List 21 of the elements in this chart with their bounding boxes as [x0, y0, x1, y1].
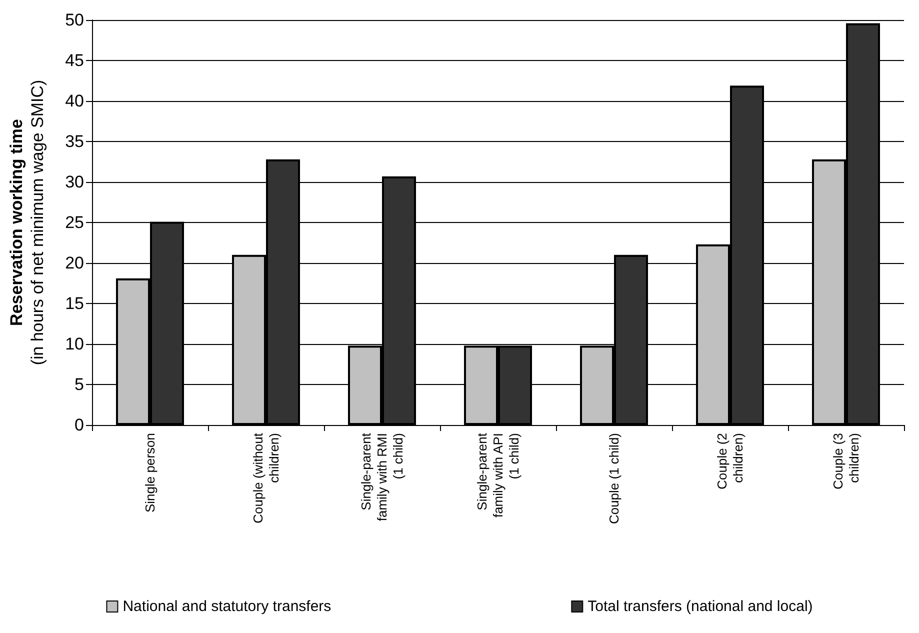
legend-label: Total transfers (national and local): [588, 598, 813, 615]
x-tick-label: Single person: [142, 433, 158, 512]
x-tick-label: Single-parent family with RMI (1 child): [358, 432, 406, 522]
y-axis-title: Reservation working time (in hours of net minimum wage SMIC): [7, 80, 47, 366]
legend-label: National and statutory transfers: [122, 598, 332, 615]
y-tick-label: 20: [65, 254, 84, 272]
y-tick-label: 25: [65, 213, 84, 232]
y-tick-label: 10: [65, 334, 84, 354]
y-tick-label: 5: [74, 375, 84, 394]
y-tick-label: 50: [65, 10, 84, 30]
x-tick-label: Couple (without children): [250, 432, 282, 524]
y-tick-label: 35: [65, 132, 84, 151]
x-tick-label: Couple (1 child): [606, 433, 622, 524]
y-tick-label: 30: [65, 172, 84, 192]
y-tick-label: 15: [65, 294, 84, 313]
x-tick-label: Couple (2 children): [714, 433, 746, 490]
x-tick-label: Couple (3 children): [830, 433, 862, 490]
y-tick-label: 40: [65, 92, 84, 110]
x-tick-label: Single-parent family with API (1 child): [474, 432, 522, 518]
y-tick-label: 0: [74, 416, 84, 434]
y-tick-label: 45: [65, 51, 84, 70]
